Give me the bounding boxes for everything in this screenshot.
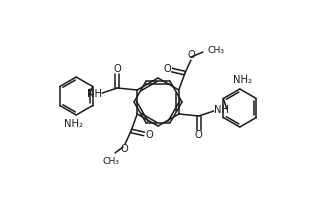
Text: NH₂: NH₂ xyxy=(233,75,252,85)
Text: NH₂: NH₂ xyxy=(64,119,83,129)
Text: CH₃: CH₃ xyxy=(208,46,225,54)
Text: CH₃: CH₃ xyxy=(103,157,120,166)
Text: NH: NH xyxy=(214,105,229,115)
Text: O: O xyxy=(113,64,121,74)
Text: O: O xyxy=(145,130,153,140)
Text: NH: NH xyxy=(87,89,102,99)
Text: O: O xyxy=(187,50,195,60)
Text: O: O xyxy=(120,144,128,154)
Text: O: O xyxy=(195,130,202,140)
Text: O: O xyxy=(163,64,171,74)
